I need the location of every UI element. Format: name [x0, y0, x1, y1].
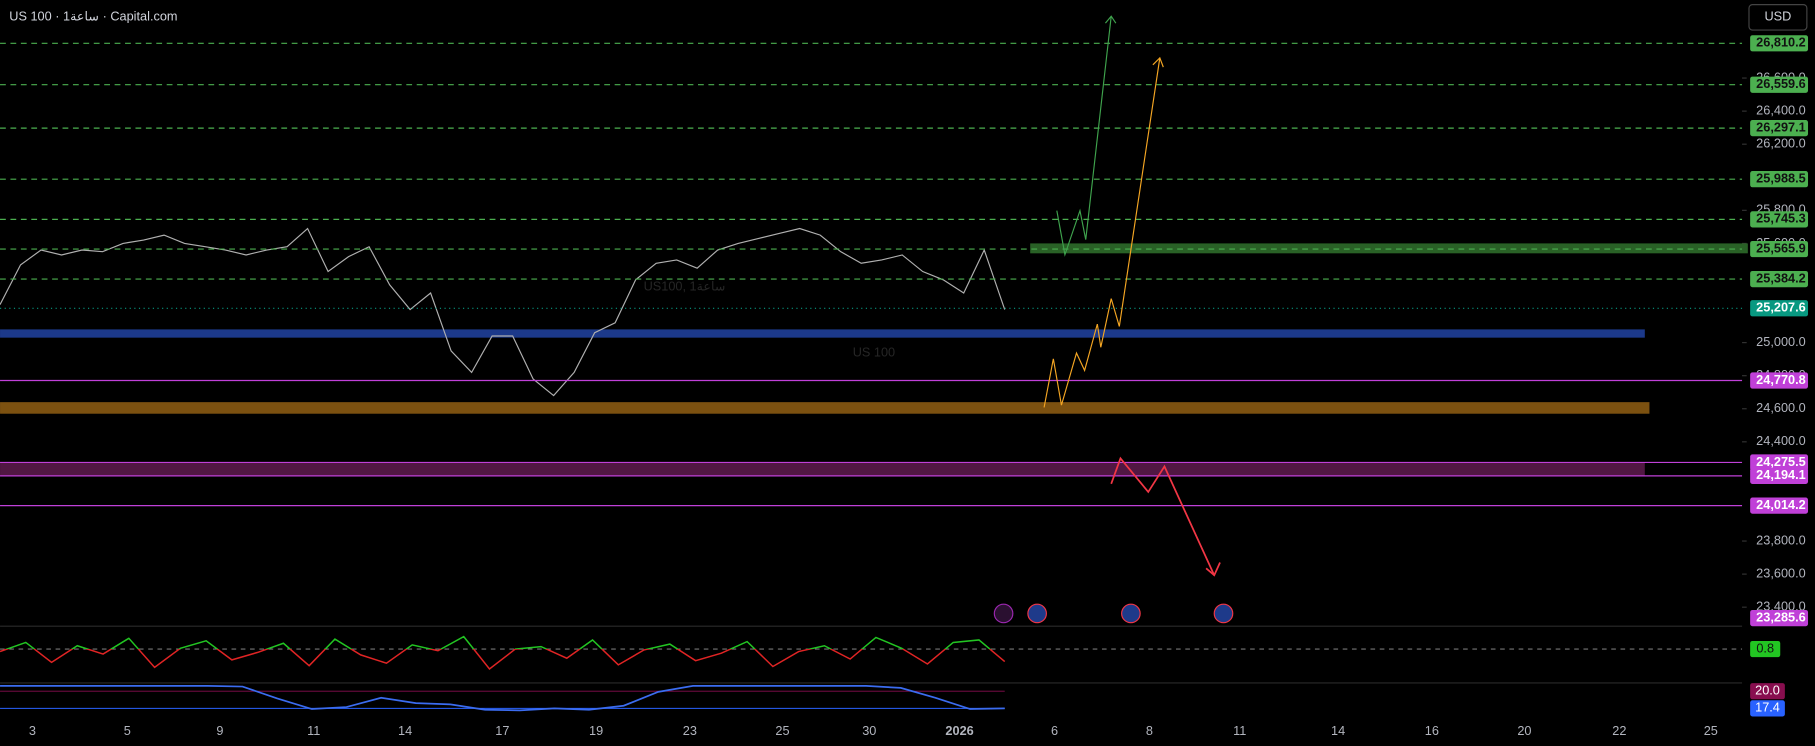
zone — [0, 329, 1645, 338]
symbol-title: US 100 · 1ساعة · Capital.com — [9, 9, 177, 24]
level-tag — [1750, 240, 1809, 258]
currency-button[interactable] — [1748, 4, 1808, 31]
level-tag — [1750, 467, 1809, 484]
arrowhead — [1104, 15, 1117, 24]
event-icon[interactable] — [1121, 603, 1141, 624]
x-tick-label: 23 — [683, 723, 697, 738]
level-label: 25,988.5 — [1756, 171, 1806, 186]
level-label: 26,559.6 — [1756, 76, 1806, 91]
level-tag — [1750, 372, 1809, 389]
event-icon[interactable] — [1213, 603, 1234, 624]
event-icon[interactable] — [993, 603, 1014, 624]
level-label: 25,207.6 — [1756, 300, 1806, 315]
osc-tag — [1750, 640, 1781, 658]
x-tick-label: 19 — [589, 723, 603, 738]
layers: 26,600.026,400.026,200.025,800.025,600.0… — [0, 35, 1809, 738]
level-tag — [1750, 211, 1809, 228]
x-tick-label: 2026 — [945, 723, 973, 738]
zone — [0, 462, 1645, 476]
rsi-line — [0, 685, 1005, 712]
level-tag — [1750, 35, 1809, 52]
y-tick-label: 23,800.0 — [1756, 532, 1806, 547]
level-label: 24,275.5 — [1756, 454, 1806, 469]
x-tick-label: 11 — [307, 723, 320, 738]
level-tag — [1750, 120, 1809, 137]
arrowhead — [1152, 56, 1164, 68]
x-tick-label: 22 — [1612, 723, 1626, 738]
x-tick-label: 3 — [29, 723, 36, 738]
y-tick-label: 24,400.0 — [1756, 433, 1806, 448]
x-tick-label: 14 — [1331, 723, 1345, 738]
rsi-label: 20.0 — [1755, 683, 1780, 698]
level-label: 24,014.2 — [1756, 497, 1806, 512]
x-tick-label: 17 — [495, 723, 509, 738]
x-tick-label: 5 — [124, 723, 131, 738]
rsi-tag — [1750, 683, 1785, 700]
level-tag — [1750, 454, 1809, 471]
x-tick-label: 20 — [1517, 723, 1531, 738]
watermark: US100, 1ساعة — [644, 278, 726, 293]
level-label: 23,285.6 — [1756, 609, 1806, 624]
y-tick-label: 26,200.0 — [1756, 136, 1806, 151]
level-tag — [1750, 300, 1809, 317]
y-tick-label: 24,600.0 — [1756, 400, 1806, 415]
level-tag — [1750, 270, 1809, 288]
zone — [1030, 243, 1748, 254]
drawing-up-orange — [1043, 57, 1161, 408]
y-tick-label: 23,600.0 — [1756, 565, 1806, 580]
oscillator-line — [0, 635, 1006, 671]
x-tick-label: 6 — [1051, 723, 1058, 738]
level-tag — [1750, 76, 1809, 93]
x-tick-label: 16 — [1425, 723, 1439, 738]
watermark-sub: US 100 — [853, 344, 895, 359]
level-tag — [1750, 609, 1809, 627]
x-tick-label: 11 — [1233, 723, 1246, 738]
x-tick-label: 14 — [398, 723, 412, 738]
level-label: 26,810.2 — [1756, 35, 1806, 50]
arrowhead — [1205, 562, 1221, 577]
level-label: 25,565.9 — [1756, 240, 1806, 255]
drawing-down-red — [1110, 456, 1216, 576]
drawing-up-green — [1056, 16, 1112, 257]
level-label: 25,745.3 — [1756, 211, 1806, 226]
x-tick-label: 30 — [862, 723, 876, 738]
level-tag — [1750, 497, 1809, 514]
level-label: 25,384.2 — [1756, 270, 1806, 285]
y-tick-label: 25,000.0 — [1756, 334, 1806, 349]
events — [993, 603, 1234, 624]
level-label: 24,770.8 — [1756, 372, 1806, 387]
currency[interactable]: USD — [1765, 9, 1792, 24]
rsi-label: 17.4 — [1755, 700, 1780, 715]
y-tick-label: 23,400.0 — [1756, 599, 1806, 614]
y-tick-label: 26,400.0 — [1756, 102, 1806, 117]
zone — [0, 402, 1650, 414]
level-label: 24,194.1 — [1756, 467, 1806, 482]
level-tag — [1750, 171, 1809, 188]
x-tick-label: 25 — [1704, 723, 1718, 738]
event-icon[interactable] — [1027, 603, 1047, 624]
x-tick-label: 8 — [1146, 723, 1153, 738]
x-tick-label: 25 — [775, 723, 789, 738]
rsi-tag — [1750, 700, 1785, 717]
osc-label: 0.8 — [1756, 640, 1774, 655]
x-tick-label: 9 — [216, 723, 223, 738]
level-label: 26,297.1 — [1756, 119, 1806, 134]
